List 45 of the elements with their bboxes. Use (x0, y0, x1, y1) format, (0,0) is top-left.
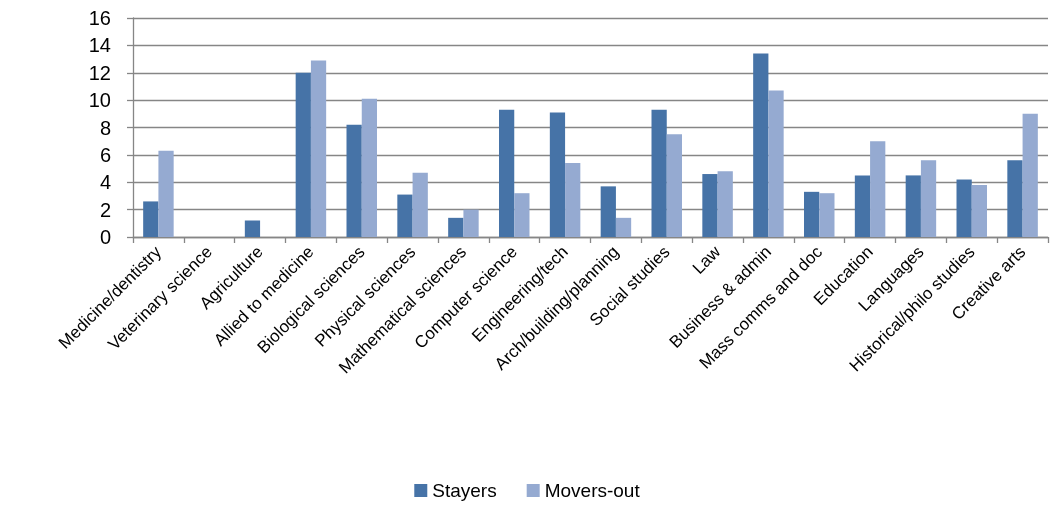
bar (854, 175, 871, 237)
y-tick-label: 12 (88, 61, 111, 84)
bar (244, 220, 261, 237)
bar (143, 201, 159, 237)
x-tick-label: Law (688, 241, 725, 278)
bar (768, 90, 784, 237)
bar (448, 217, 464, 237)
bar (346, 124, 362, 237)
bar (905, 175, 921, 237)
bar (651, 109, 667, 237)
bar (499, 109, 515, 237)
y-tick-label: 6 (99, 143, 111, 166)
bar (158, 150, 174, 237)
bar (717, 171, 733, 237)
bar (412, 172, 428, 237)
bar (615, 217, 632, 237)
bar (463, 209, 479, 237)
bar (361, 98, 377, 237)
bar (1022, 113, 1038, 237)
y-tick-label: 14 (88, 34, 111, 57)
bar (397, 194, 413, 237)
legend-label: Movers-out (544, 480, 641, 501)
y-tick-label: 16 (88, 7, 111, 29)
bar (514, 193, 530, 237)
bar (920, 160, 937, 237)
bar (565, 163, 581, 237)
y-tick-label: 4 (99, 171, 111, 194)
bar (600, 186, 616, 237)
bar (753, 53, 769, 237)
bar (310, 60, 327, 237)
legend-label: Stayers (432, 480, 497, 501)
bar (971, 184, 987, 237)
y-tick-label: 10 (88, 89, 111, 112)
y-tick-label: 0 (99, 226, 111, 248)
bar (956, 179, 972, 237)
bar (870, 141, 886, 237)
bar (1007, 160, 1023, 237)
bar (804, 191, 820, 237)
y-tick-label: 2 (99, 198, 111, 221)
bar (819, 193, 835, 237)
bar (702, 174, 718, 237)
bar (549, 112, 566, 237)
y-tick-label: 8 (99, 116, 111, 139)
bar (666, 134, 682, 237)
bar (295, 72, 311, 237)
